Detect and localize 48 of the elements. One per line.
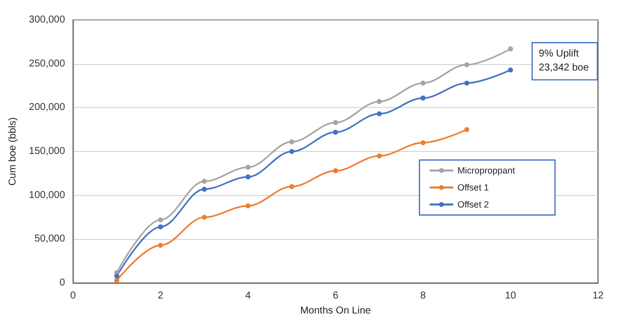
point xyxy=(464,80,470,86)
point xyxy=(333,168,338,174)
point xyxy=(508,46,514,52)
point xyxy=(376,153,382,158)
y-tick-label: 150,000 xyxy=(28,146,66,157)
point xyxy=(158,217,164,222)
point xyxy=(114,278,120,283)
point xyxy=(202,186,207,192)
point xyxy=(508,67,514,72)
y-tick-label: 0 xyxy=(59,278,66,288)
x-tick-label: 12 xyxy=(592,290,604,302)
point xyxy=(420,80,426,86)
x-tick-label: 6 xyxy=(332,290,339,302)
point xyxy=(333,120,338,126)
y-tick-label: 50,000 xyxy=(34,234,66,245)
annotation: 9% Uplift 23,342 boe xyxy=(538,48,590,74)
legend-label: Microproppant xyxy=(457,166,516,176)
point xyxy=(246,164,251,170)
y-tick-label: 250,000 xyxy=(28,58,66,70)
point xyxy=(376,99,382,104)
x-tick-label: 10 xyxy=(504,290,517,302)
point xyxy=(464,62,470,68)
point xyxy=(202,178,207,184)
point xyxy=(158,242,164,248)
point xyxy=(464,127,470,132)
y-tick-label: 300,000 xyxy=(28,14,66,26)
point xyxy=(158,224,164,230)
point xyxy=(420,96,426,101)
point xyxy=(289,184,294,190)
x-tick-label: 0 xyxy=(70,290,76,302)
point xyxy=(246,174,251,180)
y-axis-title: Cum boe (bbls) xyxy=(8,117,18,186)
point xyxy=(114,273,120,278)
point xyxy=(202,214,207,220)
legend-label: Offset 2 xyxy=(457,200,489,210)
x-tick-label: 8 xyxy=(420,290,426,302)
point xyxy=(376,111,382,116)
point xyxy=(289,149,294,154)
point xyxy=(333,130,338,135)
legend-label: Offset 1 xyxy=(457,182,489,192)
point xyxy=(289,139,294,144)
x-tick-label: 4 xyxy=(245,290,252,302)
x-tick-label: 2 xyxy=(158,290,164,302)
y-tick-label: 200,000 xyxy=(28,102,66,114)
x-axis-title: Months On Line xyxy=(300,305,372,316)
y-tick-label: 100,000 xyxy=(28,190,66,201)
point xyxy=(246,203,251,208)
point xyxy=(420,140,426,146)
